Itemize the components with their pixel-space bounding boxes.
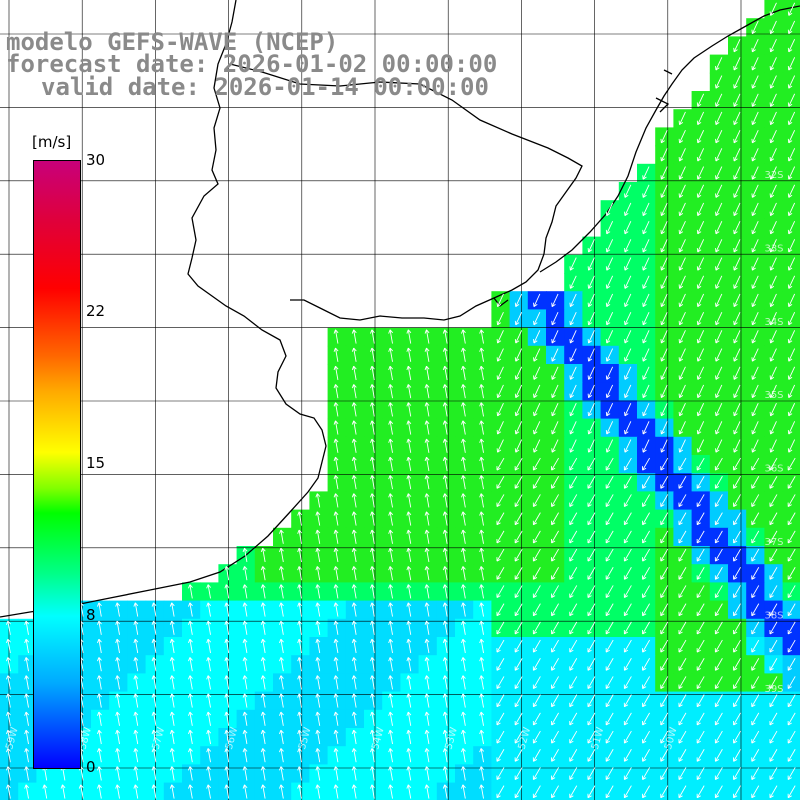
colorbar-unit: [m/s] <box>32 133 72 151</box>
lat-label: 35S <box>764 390 783 401</box>
lat-label: 34S <box>764 317 783 328</box>
wind-speed-cell <box>782 782 800 800</box>
colorbar-tick-22: 22 <box>86 302 106 320</box>
lat-label: 39S <box>764 684 783 695</box>
colorbar-tick-30: 30 <box>86 151 106 169</box>
lat-label: 32S <box>764 170 783 181</box>
colorbar-tick-8: 8 <box>86 606 96 624</box>
valid-date: valid date: 2026-01-14 00:00:00 <box>41 73 489 101</box>
lat-label: 36S <box>764 464 783 475</box>
lat-label: 38S <box>764 610 783 621</box>
lat-label: 33S <box>764 243 783 254</box>
colorbar <box>33 160 81 769</box>
colorbar-tick-15: 15 <box>86 454 106 472</box>
lat-label: 37S <box>764 537 783 548</box>
colorbar-tick-0: 0 <box>86 758 96 776</box>
